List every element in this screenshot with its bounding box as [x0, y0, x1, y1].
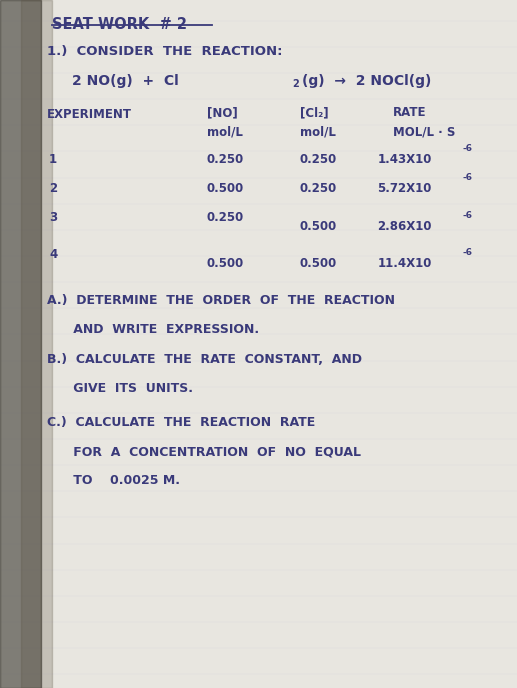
- Text: mol/L: mol/L: [300, 125, 336, 138]
- Text: MOL/L · S: MOL/L · S: [393, 125, 455, 138]
- Text: 4: 4: [49, 248, 57, 261]
- Text: -6: -6: [463, 173, 473, 182]
- Text: 1: 1: [49, 153, 57, 166]
- Text: -6: -6: [463, 144, 473, 153]
- Text: RATE: RATE: [393, 106, 427, 119]
- Bar: [21, 0, 52, 688]
- Text: 0.500: 0.500: [300, 220, 337, 233]
- Text: TO    0.0025 M.: TO 0.0025 M.: [47, 474, 179, 487]
- Text: [Cl₂]: [Cl₂]: [300, 106, 328, 119]
- Text: 0.500: 0.500: [207, 257, 244, 270]
- Text: GIVE  ITS  UNITS.: GIVE ITS UNITS.: [47, 382, 192, 395]
- Text: 1.)  CONSIDER  THE  REACTION:: 1.) CONSIDER THE REACTION:: [47, 45, 282, 58]
- Text: AND  WRITE  EXPRESSION.: AND WRITE EXPRESSION.: [47, 323, 258, 336]
- Text: FOR  A  CONCENTRATION  OF  NO  EQUAL: FOR A CONCENTRATION OF NO EQUAL: [47, 445, 360, 458]
- Text: 0.500: 0.500: [207, 182, 244, 195]
- Text: -6: -6: [463, 211, 473, 220]
- Text: 3: 3: [49, 211, 57, 224]
- Text: 0.250: 0.250: [300, 153, 337, 166]
- Text: [NO]: [NO]: [207, 106, 237, 119]
- Text: A.)  DETERMINE  THE  ORDER  OF  THE  REACTION: A.) DETERMINE THE ORDER OF THE REACTION: [47, 294, 394, 307]
- Text: 2.86X10: 2.86X10: [377, 220, 432, 233]
- Text: mol/L: mol/L: [207, 125, 242, 138]
- Bar: [0, 0, 41, 688]
- Text: 5.72X10: 5.72X10: [377, 182, 432, 195]
- Text: 11.4X10: 11.4X10: [377, 257, 432, 270]
- Text: 2 NO(g)  +  Cl: 2 NO(g) + Cl: [72, 74, 179, 87]
- Text: 0.500: 0.500: [300, 257, 337, 270]
- Text: 2: 2: [49, 182, 57, 195]
- Text: 1.43X10: 1.43X10: [377, 153, 432, 166]
- Text: 0.250: 0.250: [300, 182, 337, 195]
- Text: 0.250: 0.250: [207, 153, 244, 166]
- Text: B.)  CALCULATE  THE  RATE  CONSTANT,  AND: B.) CALCULATE THE RATE CONSTANT, AND: [47, 353, 361, 366]
- Text: C.)  CALCULATE  THE  REACTION  RATE: C.) CALCULATE THE REACTION RATE: [47, 416, 315, 429]
- Text: 2: 2: [292, 79, 299, 89]
- Text: EXPERIMENT: EXPERIMENT: [47, 108, 131, 121]
- Text: (g)  →  2 NOCl(g): (g) → 2 NOCl(g): [302, 74, 432, 87]
- Text: 0.250: 0.250: [207, 211, 244, 224]
- Text: SEAT WORK  # 2: SEAT WORK # 2: [52, 17, 187, 32]
- Text: -6: -6: [463, 248, 473, 257]
